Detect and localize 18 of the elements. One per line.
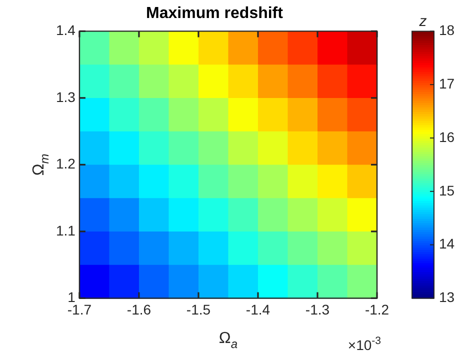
color-bar-label: 13: [439, 289, 455, 306]
x-tick-label: -1.3: [305, 301, 330, 318]
color-bar-label: 14: [439, 236, 455, 252]
chart-title: Maximum redshift: [146, 5, 284, 22]
y-axis-title: Ωm: [30, 154, 52, 176]
y-tick-label: 1.4: [56, 22, 76, 38]
color-bar-label: 17: [439, 75, 455, 92]
color-bar-title: z: [418, 12, 428, 30]
color-bar-label: 16: [439, 128, 455, 145]
x-tick-label: -1.4: [246, 301, 270, 318]
y-tick-label: 1.1: [56, 222, 76, 238]
color-bar-label: 18: [439, 22, 455, 38]
y-tick-label: 1.2: [56, 156, 76, 172]
x-tick-label: -1.6: [126, 301, 152, 318]
color-bar-label: 15: [439, 182, 455, 198]
x-tick-label: -1.2: [364, 301, 390, 318]
x-tick-label: -1.5: [186, 301, 211, 318]
y-tick-label: 1.3: [56, 88, 76, 105]
